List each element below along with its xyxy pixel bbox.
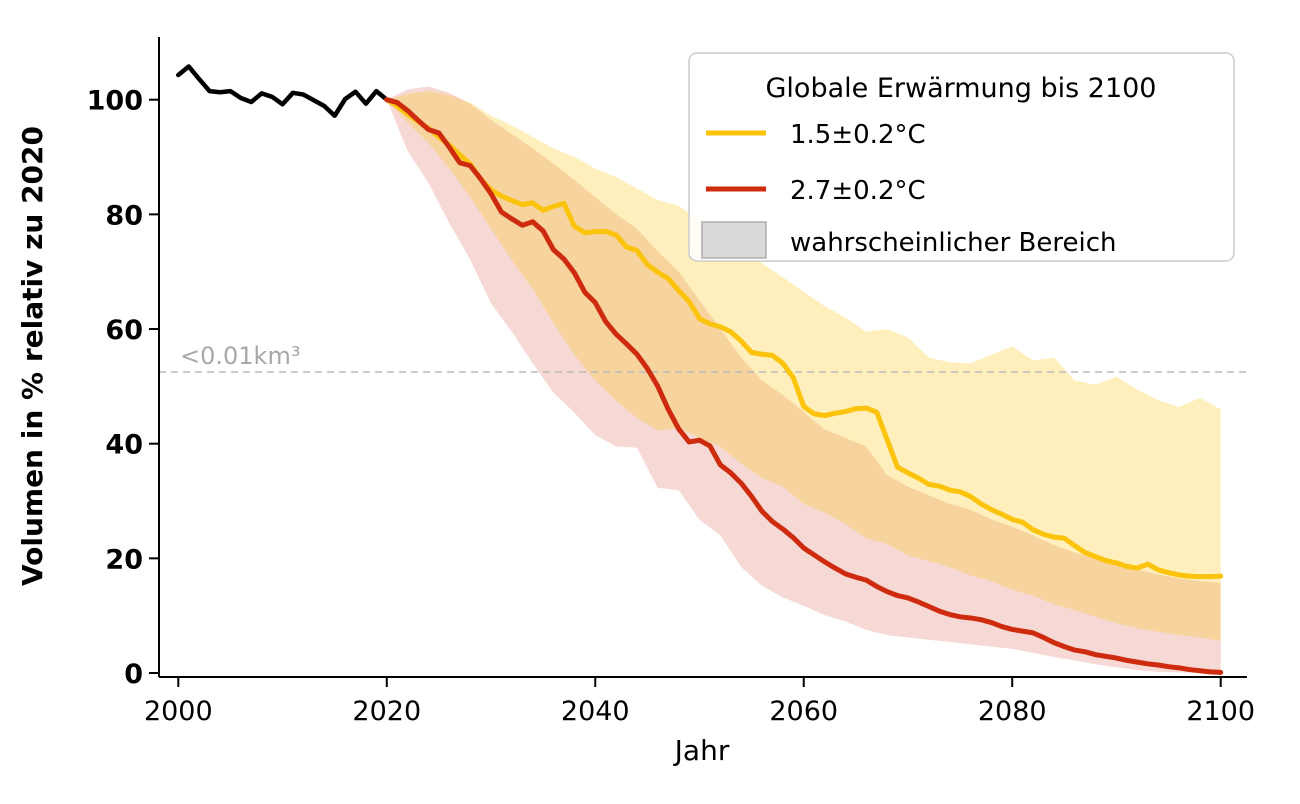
y-tick-label: 40: [105, 430, 143, 461]
x-tick-label: 2080: [978, 696, 1047, 727]
legend-box: [688, 52, 1235, 262]
threshold-label: <0.01km³: [180, 342, 300, 370]
x-tick-label: 2100: [1186, 696, 1255, 727]
y-axis-ticks: 0 20 40 60 80 100: [87, 86, 159, 690]
legend: Globale Erwärmung bis 2100 1.5±0.2°C 2.7…: [688, 52, 1235, 262]
x-tick-label: 2060: [769, 696, 838, 727]
y-tick-label: 60: [105, 315, 143, 346]
legend-label-2-7: 2.7±0.2°C: [790, 176, 926, 206]
y-axis-label: Volumen in % relativ zu 2020: [16, 126, 49, 586]
y-tick-label: 100: [87, 86, 143, 117]
legend-label-likely-range: wahrscheinlicher Bereich: [790, 228, 1117, 258]
legend-swatch-likely-range-patch: [701, 221, 767, 259]
x-axis-ticks: 2000 2020 2040 2060 2080 2100: [144, 677, 1255, 727]
scenario-2-7-line: [384, 97, 1224, 675]
legend-title: Globale Erwärmung bis 2100: [766, 73, 1157, 104]
x-tick-label: 2040: [561, 696, 630, 727]
historical-line: [176, 64, 390, 119]
x-tick-label: 2000: [144, 696, 213, 727]
x-tick-label: 2020: [352, 696, 421, 727]
scenario-1-5-line: [384, 97, 1224, 580]
uncertainty-band-1-5: [386, 91, 1221, 641]
x-axis-label: Jahr: [673, 734, 730, 767]
y-tick-label: 80: [105, 200, 143, 231]
y-tick-label: 20: [105, 544, 143, 575]
y-tick-label: 0: [124, 659, 143, 690]
legend-label-1-5: 1.5±0.2°C: [790, 120, 926, 150]
data-series: [176, 64, 1224, 675]
